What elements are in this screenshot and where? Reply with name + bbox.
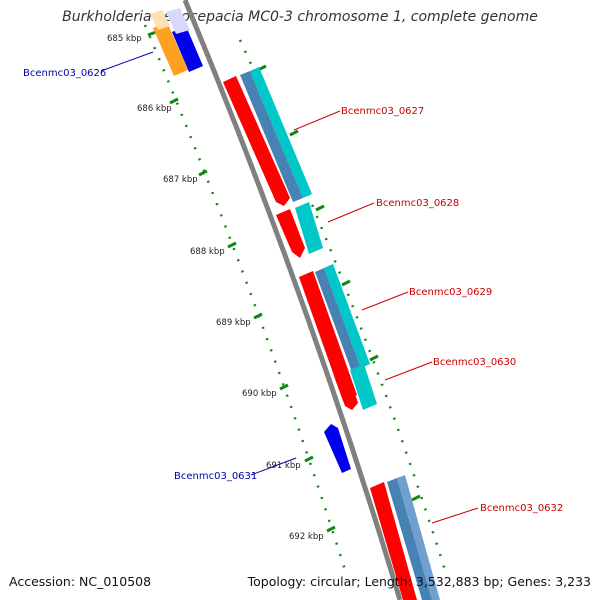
blue-feature-0631 [324, 424, 351, 473]
blast-0627-a [240, 71, 303, 202]
pale-orange-top [150, 10, 170, 30]
cds-0630 [334, 370, 358, 410]
scale-label-689: 689 kbp [216, 318, 251, 328]
accession-text: Accession: NC_010508 [9, 574, 152, 589]
light-feature-top [166, 8, 190, 34]
blast-0628 [295, 202, 323, 254]
leader-0630 [384, 361, 433, 381]
cds-0629 [299, 271, 357, 401]
scale-label-686: 686 kbp [137, 104, 172, 114]
scale-label-687: 687 kbp [163, 175, 198, 185]
gene-label-0631[interactable]: Bcenmc03_0631 [174, 471, 257, 482]
cds-0628 [276, 209, 305, 258]
gene-label-0627[interactable]: Bcenmc03_0627 [341, 106, 424, 117]
blast-0632-a [387, 478, 432, 600]
scale-label-692: 692 kbp [289, 532, 324, 542]
blast-0632-b [397, 475, 440, 600]
leader-0628 [327, 202, 375, 223]
scale-label-691: 691 kbp [266, 461, 301, 471]
chromosome-backbone [182, 0, 403, 600]
gene-label-0632[interactable]: Bcenmc03_0632 [480, 503, 563, 514]
blast-0627-b [250, 67, 312, 198]
leader-0631 [250, 457, 297, 476]
blast-0629-a [315, 268, 361, 372]
leader-0629 [361, 291, 409, 311]
gene-label-0629[interactable]: Bcenmc03_0629 [409, 287, 492, 298]
scale-label-685: 685 kbp [107, 34, 142, 44]
leader-0627 [293, 110, 341, 131]
leader-0632 [431, 507, 479, 524]
orange-feature [153, 22, 188, 76]
gene-label-0628[interactable]: Bcenmc03_0628 [376, 198, 459, 209]
scale-label-688: 688 kbp [190, 247, 225, 257]
blast-0630 [350, 364, 377, 410]
blast-0629-b [324, 264, 370, 368]
major-ticks [147, 30, 336, 533]
leader-0626 [100, 51, 154, 72]
gene-label-0626[interactable]: Bcenmc03_0626 [23, 68, 106, 79]
cds-0627 [223, 76, 290, 206]
genome-summary-text: Topology: circular; Length: 3,532,883 bp… [247, 574, 591, 589]
gene-label-0630[interactable]: Bcenmc03_0630 [433, 357, 516, 368]
blue-feature-0626 [172, 26, 203, 72]
scale-label-690: 690 kbp [242, 389, 277, 399]
cds-0632 [370, 482, 417, 600]
